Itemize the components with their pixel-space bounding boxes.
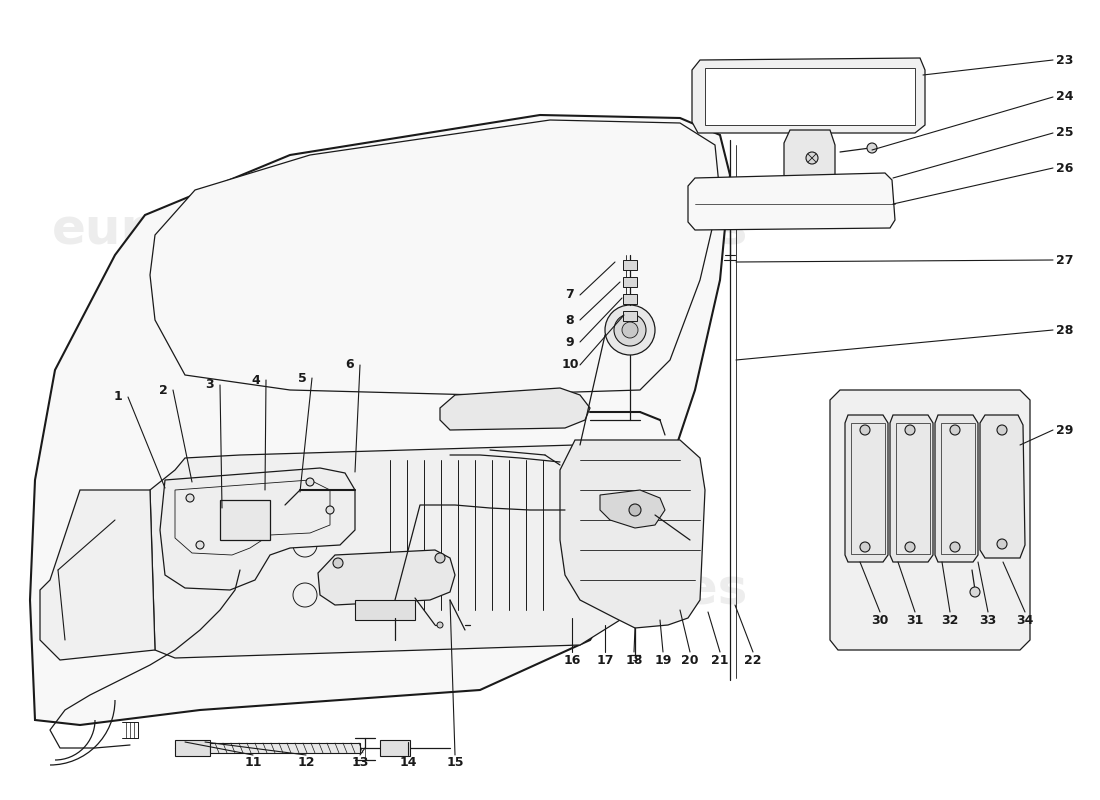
Text: eurospares: eurospares — [432, 206, 748, 254]
Circle shape — [905, 542, 915, 552]
Circle shape — [997, 425, 1006, 435]
Text: 23: 23 — [1056, 54, 1074, 66]
Text: 31: 31 — [906, 614, 924, 626]
Text: 13: 13 — [351, 757, 369, 770]
Circle shape — [950, 542, 960, 552]
Circle shape — [905, 425, 915, 435]
Bar — [355, 600, 415, 620]
Polygon shape — [830, 390, 1030, 650]
Text: 1: 1 — [113, 390, 122, 403]
Circle shape — [629, 504, 641, 516]
Bar — [896, 423, 929, 554]
Bar — [940, 423, 975, 554]
Circle shape — [860, 425, 870, 435]
Text: 34: 34 — [1016, 614, 1034, 626]
Circle shape — [860, 542, 870, 552]
Circle shape — [950, 425, 960, 435]
Polygon shape — [935, 415, 978, 562]
Text: 17: 17 — [596, 654, 614, 666]
Circle shape — [333, 558, 343, 568]
Circle shape — [806, 152, 818, 164]
Text: 27: 27 — [1056, 254, 1074, 266]
Circle shape — [306, 478, 313, 486]
Polygon shape — [890, 415, 933, 562]
Circle shape — [970, 587, 980, 597]
Bar — [210, 743, 360, 753]
Polygon shape — [600, 490, 666, 528]
Text: eurospares: eurospares — [432, 566, 748, 614]
Bar — [623, 311, 637, 321]
Text: 19: 19 — [654, 654, 672, 666]
Text: 20: 20 — [681, 654, 698, 666]
Circle shape — [614, 314, 646, 346]
Circle shape — [605, 305, 654, 355]
Text: 8: 8 — [565, 314, 574, 326]
Text: 5: 5 — [298, 371, 307, 385]
Text: 22: 22 — [745, 654, 761, 666]
Text: 10: 10 — [561, 358, 579, 371]
Text: 29: 29 — [1056, 423, 1074, 437]
Bar — [379, 740, 410, 756]
Text: 32: 32 — [942, 614, 959, 626]
Polygon shape — [560, 440, 705, 628]
Circle shape — [434, 553, 446, 563]
Bar — [220, 500, 270, 540]
Bar — [705, 68, 915, 125]
Circle shape — [326, 506, 334, 514]
Text: 3: 3 — [206, 378, 214, 391]
Polygon shape — [150, 120, 720, 395]
Text: 9: 9 — [565, 335, 574, 349]
Polygon shape — [692, 58, 925, 133]
Text: 24: 24 — [1056, 90, 1074, 103]
Text: 15: 15 — [447, 757, 464, 770]
Bar — [175, 740, 210, 756]
Polygon shape — [318, 550, 455, 605]
Circle shape — [437, 622, 443, 628]
Text: 28: 28 — [1056, 323, 1074, 337]
Text: 25: 25 — [1056, 126, 1074, 139]
Circle shape — [621, 322, 638, 338]
Polygon shape — [40, 490, 155, 660]
Text: 4: 4 — [252, 374, 261, 386]
Polygon shape — [30, 115, 730, 725]
Text: 2: 2 — [158, 383, 167, 397]
Circle shape — [196, 541, 204, 549]
Polygon shape — [688, 173, 895, 230]
Circle shape — [867, 143, 877, 153]
Text: 14: 14 — [399, 757, 417, 770]
Polygon shape — [845, 415, 888, 562]
Text: 16: 16 — [563, 654, 581, 666]
Bar — [851, 423, 886, 554]
Polygon shape — [980, 415, 1025, 558]
Bar — [623, 294, 637, 304]
Text: 6: 6 — [345, 358, 354, 371]
Text: 7: 7 — [565, 289, 574, 302]
Text: 18: 18 — [625, 654, 642, 666]
Text: eurospares: eurospares — [52, 566, 368, 614]
Polygon shape — [784, 130, 835, 185]
Polygon shape — [440, 388, 590, 430]
Text: 26: 26 — [1056, 162, 1074, 174]
Circle shape — [997, 539, 1006, 549]
Text: 21: 21 — [712, 654, 728, 666]
Text: 11: 11 — [244, 757, 262, 770]
Polygon shape — [150, 445, 635, 658]
Circle shape — [186, 494, 194, 502]
Text: 33: 33 — [979, 614, 997, 626]
Text: eurospares: eurospares — [52, 206, 368, 254]
Bar — [623, 277, 637, 287]
Polygon shape — [160, 468, 355, 590]
Text: 12: 12 — [297, 757, 315, 770]
Text: 30: 30 — [871, 614, 889, 626]
Bar — [623, 260, 637, 270]
